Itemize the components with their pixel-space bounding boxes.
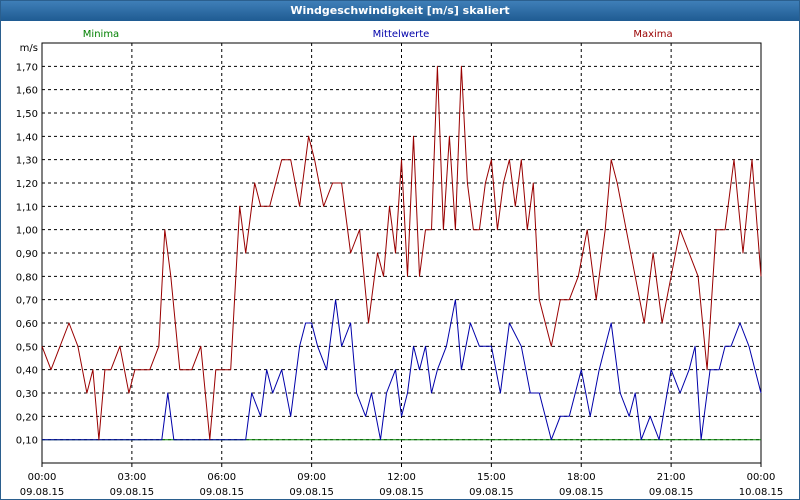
legend-label: Maxima (633, 29, 672, 40)
y-tick-label: 0,30 (16, 389, 38, 400)
y-axis-label: m/s (20, 43, 38, 54)
axis-labels: 0,10 0,20 0,30 0,40 0,50 0,60 0,70 0,80 0,90 1,00… (16, 29, 784, 498)
legend-label: Mittelwerte (373, 29, 430, 40)
x-tick-date-label: 09.08.15 (110, 487, 155, 498)
y-tick-label: 0,90 (16, 249, 38, 260)
x-tick-date-label: 09.08.15 (649, 487, 694, 498)
plot-frame (41, 42, 762, 464)
legend-label: Minima (83, 29, 119, 40)
y-tick-label: 1,60 (16, 86, 38, 97)
y-tick-label: 1,50 (16, 109, 38, 120)
x-tick-date-label: 09.08.15 (20, 487, 65, 498)
y-tick-label: 1,70 (16, 62, 38, 73)
x-tick-date-label: 09.08.15 (199, 487, 244, 498)
y-tick-label: 0,10 (16, 436, 38, 447)
y-tick-label: 0,50 (16, 342, 38, 353)
y-tick-label: 0,40 (16, 366, 38, 377)
y-tick-label: 1,10 (16, 202, 38, 213)
y-tick-label: 0,20 (16, 412, 38, 423)
x-tick-time-label: 03:00 (117, 472, 146, 483)
series-line-mittelwerte (42, 299, 762, 441)
y-tick-label: 1,20 (16, 179, 38, 190)
y-tick-label: 1,30 (16, 156, 38, 167)
x-tick-time-label: 09:00 (297, 472, 326, 483)
y-tick-label: 1,00 (16, 226, 38, 237)
x-tick-date-label: 10.08.15 (739, 487, 784, 498)
x-tick-date-label: 09.08.15 (379, 487, 424, 498)
x-tick-time-label: 12:00 (387, 472, 416, 483)
x-tick-time-label: 15:00 (477, 472, 506, 483)
series-layer (41, 65, 762, 441)
grid (41, 43, 762, 467)
x-tick-date-label: 09.08.15 (469, 487, 514, 498)
x-tick-time-label: 00:00 (747, 472, 776, 483)
x-tick-time-label: 18:00 (567, 472, 596, 483)
x-tick-date-label: 09.08.15 (289, 487, 334, 498)
x-tick-time-label: 00:00 (28, 472, 57, 483)
y-tick-label: 0,60 (16, 319, 38, 330)
window-title: Windgeschwindigkeit [m/s] skaliert (1, 1, 799, 21)
x-tick-date-label: 09.08.15 (559, 487, 604, 498)
y-tick-label: 0,80 (16, 272, 38, 283)
x-tick-time-label: 06:00 (207, 472, 236, 483)
y-tick-label: 1,40 (16, 132, 38, 143)
series-line-maxima (41, 65, 762, 441)
y-tick-label: 0,70 (16, 296, 38, 307)
chart: 0,10 0,20 0,30 0,40 0,50 0,60 0,70 0,80 0,90 1,00… (16, 29, 784, 498)
x-tick-time-label: 21:00 (657, 472, 686, 483)
